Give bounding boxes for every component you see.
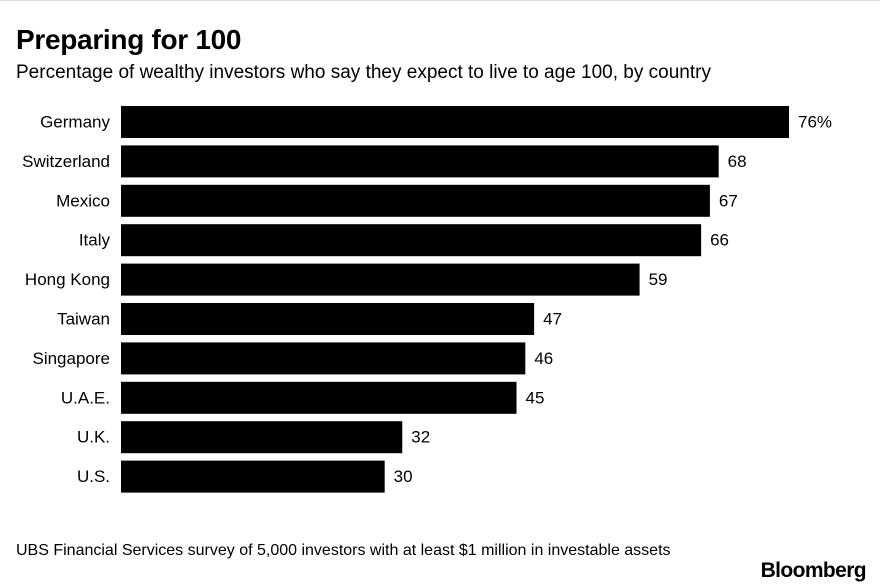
chart-title: Preparing for 100 <box>16 24 242 55</box>
value-label: 68 <box>728 152 747 171</box>
top-rule <box>0 0 880 1</box>
bar-mexico <box>121 184 710 217</box>
category-label: Taiwan <box>57 310 110 329</box>
bar-u-a-e <box>121 381 517 414</box>
source-note: UBS Financial Services survey of 5,000 i… <box>16 542 671 559</box>
value-label: 47 <box>543 310 562 329</box>
value-label: 46 <box>534 349 553 368</box>
category-label: U.A.E. <box>61 388 110 407</box>
category-label: Germany <box>40 113 110 132</box>
bar-hong-kong <box>121 263 640 296</box>
value-label: 32 <box>411 428 430 447</box>
value-label: 76% <box>798 113 832 132</box>
category-label: Mexico <box>56 191 110 210</box>
bar-chart: Germany 76% Switzerland 68 Mexico 67 Italy 66 Ho… <box>22 106 832 493</box>
value-label: 66 <box>710 231 729 250</box>
chart-subtitle: Percentage of wealthy investors who say … <box>16 62 711 83</box>
category-label: Switzerland <box>22 152 110 171</box>
bar-u-s <box>121 460 385 493</box>
category-label: Italy <box>79 231 111 250</box>
category-label: Hong Kong <box>25 270 110 289</box>
value-label: 59 <box>649 270 668 289</box>
bar-italy <box>121 224 702 257</box>
value-label: 45 <box>526 388 545 407</box>
category-label: Singapore <box>32 349 110 368</box>
category-label: U.S. <box>77 467 110 486</box>
bar-singapore <box>121 342 526 375</box>
bar-switzerland <box>121 145 719 178</box>
bloomberg-logo: Bloomberg <box>760 559 867 582</box>
bar-taiwan <box>121 303 535 335</box>
bar-u-k <box>121 421 403 454</box>
value-label: 30 <box>394 467 413 486</box>
value-label: 67 <box>719 191 738 210</box>
category-label: U.K. <box>77 428 110 447</box>
bar-germany <box>121 106 789 138</box>
